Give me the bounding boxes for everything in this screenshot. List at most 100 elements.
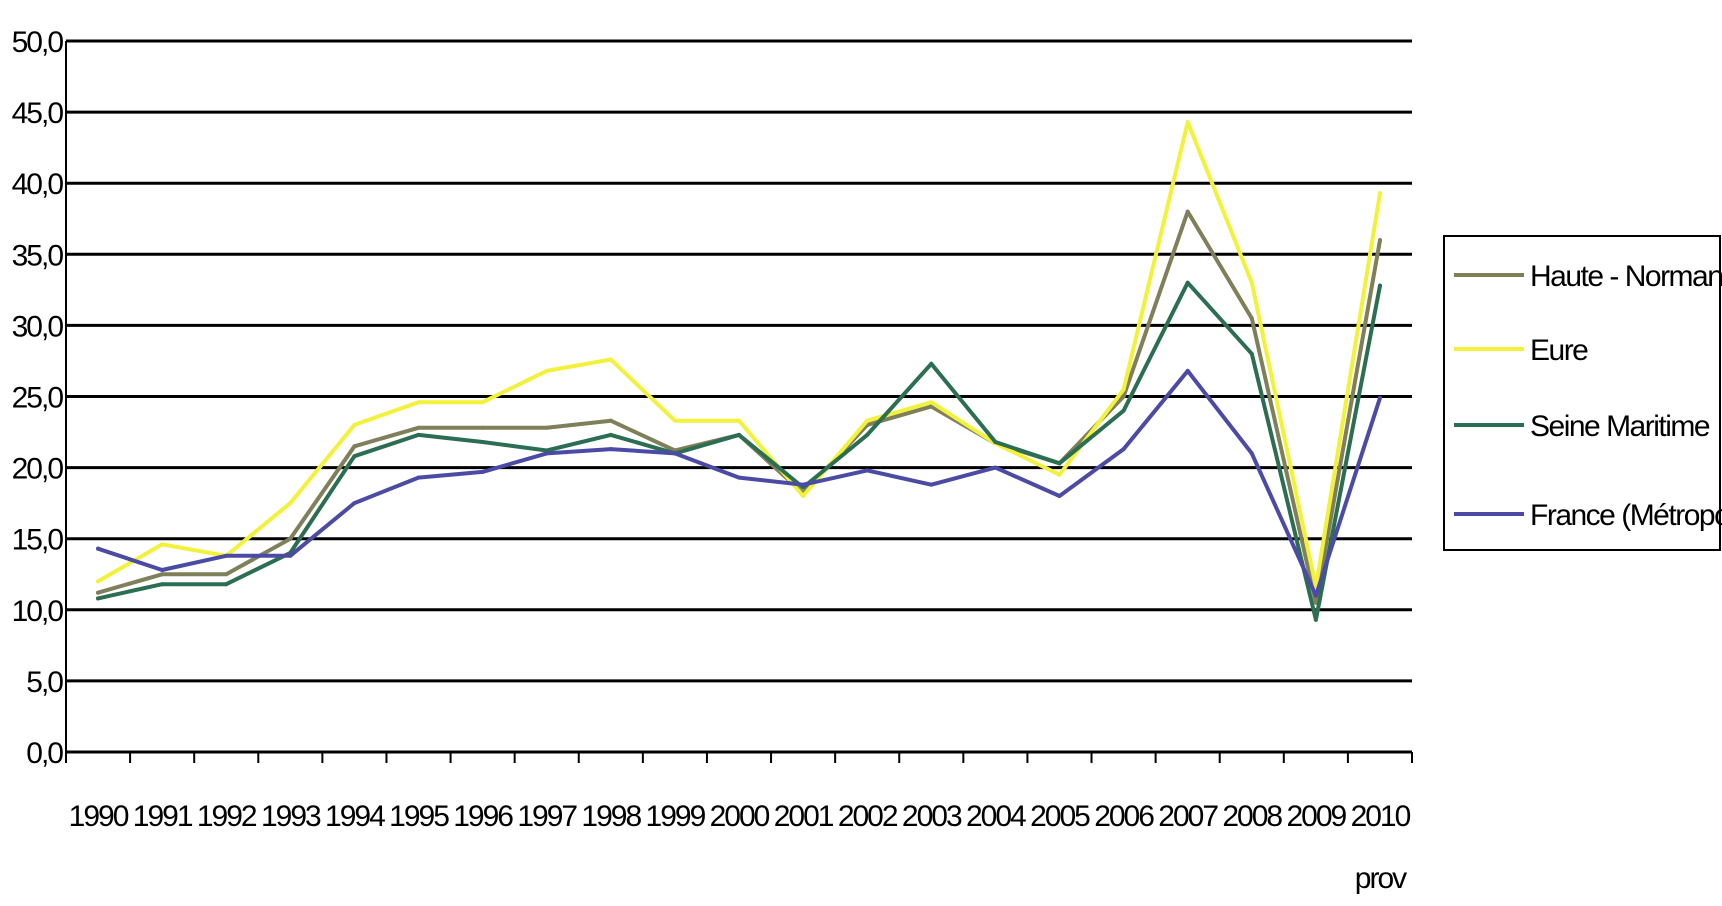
data-point bbox=[993, 465, 998, 470]
data-point bbox=[96, 546, 101, 551]
y-tick-label: 20,0 bbox=[12, 453, 64, 486]
x-tick-label: 2000 bbox=[710, 800, 770, 833]
data-point bbox=[737, 475, 741, 480]
data-point bbox=[96, 590, 101, 595]
x-tick-label: 2007 bbox=[1158, 800, 1218, 833]
x-tick-label: 1993 bbox=[261, 800, 321, 833]
data-point bbox=[288, 553, 293, 558]
data-point bbox=[672, 418, 677, 423]
data-point bbox=[993, 440, 998, 445]
y-tick-label: 35,0 bbox=[12, 239, 64, 272]
data-point bbox=[1249, 280, 1254, 285]
data-point bbox=[160, 582, 165, 587]
y-tick-label: 30,0 bbox=[12, 310, 64, 343]
data-point bbox=[608, 447, 613, 452]
data-point bbox=[480, 425, 485, 430]
series-1 bbox=[96, 120, 1382, 590]
data-point bbox=[1249, 316, 1254, 321]
x-tick-label: 1999 bbox=[646, 800, 706, 833]
data-point bbox=[929, 400, 934, 405]
y-tick-label: 50,0 bbox=[12, 26, 64, 59]
x-tick-label: 1994 bbox=[325, 800, 385, 833]
x-tick-label: 2005 bbox=[1030, 800, 1090, 833]
series-line bbox=[96, 209, 1382, 605]
data-point bbox=[544, 368, 549, 373]
series-line bbox=[96, 368, 1382, 598]
series-2 bbox=[96, 280, 1382, 622]
data-point bbox=[1377, 395, 1382, 400]
data-point bbox=[865, 418, 870, 423]
gridlines bbox=[66, 39, 1412, 754]
data-point bbox=[1185, 368, 1190, 373]
data-point bbox=[1057, 494, 1062, 499]
data-point bbox=[608, 418, 613, 423]
data-point bbox=[480, 440, 485, 445]
data-point bbox=[608, 357, 613, 362]
data-point bbox=[224, 582, 229, 587]
data-point bbox=[929, 361, 934, 366]
series-3 bbox=[96, 368, 1382, 598]
data-point bbox=[672, 451, 677, 456]
data-point bbox=[865, 432, 870, 437]
data-point bbox=[1377, 191, 1382, 196]
data-point bbox=[1057, 461, 1062, 466]
legend-box bbox=[1443, 235, 1721, 551]
data-point bbox=[480, 400, 485, 405]
data-point bbox=[288, 501, 293, 506]
data-point bbox=[1121, 387, 1126, 392]
x-tick-label: 1990 bbox=[69, 800, 129, 833]
legend-label: France (Métropole) bbox=[1530, 499, 1722, 532]
y-tick-label: 40,0 bbox=[12, 168, 64, 201]
data-point bbox=[1121, 394, 1126, 399]
legend: Haute - Normandie Eure Seine Maritime Franc… bbox=[1443, 235, 1722, 551]
data-point bbox=[416, 425, 421, 430]
data-point bbox=[1313, 617, 1318, 622]
data-point bbox=[544, 451, 549, 456]
x-tick-label: 1992 bbox=[197, 800, 257, 833]
legend-label: Haute - Normandie bbox=[1530, 260, 1722, 293]
data-point bbox=[352, 422, 357, 427]
data-point bbox=[96, 596, 101, 601]
y-tick-label: 10,0 bbox=[12, 595, 64, 628]
data-point bbox=[224, 572, 229, 577]
y-tick-label: 5,0 bbox=[26, 666, 63, 699]
data-point bbox=[801, 494, 806, 499]
data-point bbox=[1185, 280, 1190, 285]
x-tick-label: 2003 bbox=[902, 800, 962, 833]
data-point bbox=[416, 475, 421, 480]
data-point bbox=[416, 432, 421, 437]
data-point bbox=[416, 400, 421, 405]
data-point bbox=[865, 468, 870, 473]
x-tick-label: 1996 bbox=[453, 800, 513, 833]
data-point bbox=[1377, 283, 1382, 288]
legend-label: Eure bbox=[1530, 334, 1588, 367]
series-line bbox=[96, 280, 1382, 622]
x-tick-label: 2002 bbox=[838, 800, 898, 833]
data-point bbox=[1185, 120, 1190, 125]
data-point bbox=[1313, 600, 1318, 605]
series-0 bbox=[96, 209, 1382, 605]
data-point bbox=[1121, 408, 1126, 413]
x-tick-label: 1997 bbox=[517, 800, 577, 833]
y-tick-label: 15,0 bbox=[12, 524, 64, 557]
data-point bbox=[224, 553, 229, 558]
axes: 0,0 5,0 10,0 15,0 20,0 25,0 30,0 35,0 40,0 45,0 50… bbox=[12, 26, 1413, 895]
data-point bbox=[801, 482, 806, 487]
data-point bbox=[288, 536, 293, 541]
data-point bbox=[352, 501, 357, 506]
x-tick-label: 1995 bbox=[389, 800, 449, 833]
x-tick-label: 2006 bbox=[1094, 800, 1154, 833]
x-tick-label: 1991 bbox=[133, 800, 193, 833]
data-point bbox=[160, 567, 165, 572]
series-line bbox=[96, 120, 1382, 589]
data-point bbox=[1377, 238, 1382, 243]
x-tick-label: 2009 bbox=[1286, 800, 1346, 833]
data-point bbox=[1121, 447, 1126, 452]
y-tick-label: 0,0 bbox=[26, 737, 63, 770]
data-point bbox=[352, 454, 357, 459]
x-tick-label: 2004 bbox=[966, 800, 1026, 833]
data-point bbox=[1249, 351, 1254, 356]
data-point bbox=[737, 418, 741, 423]
data-point bbox=[929, 404, 934, 409]
